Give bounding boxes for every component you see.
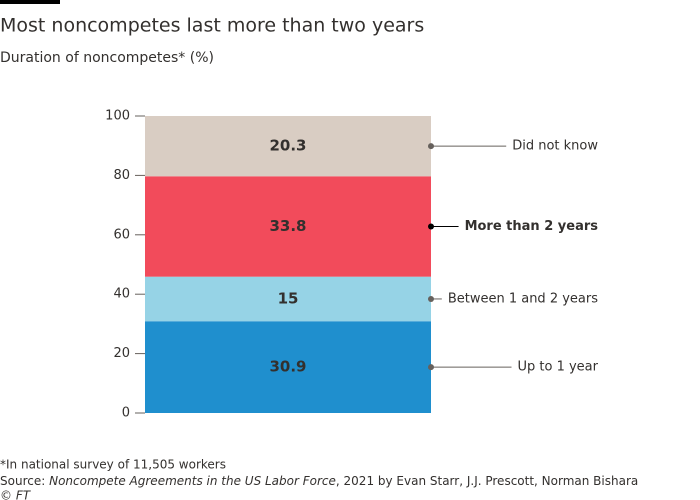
y-tick-label: 100 [105,109,130,124]
source-label: Source: [0,474,45,488]
data-label: 20.3 [269,137,306,155]
y-tick-label: 20 [113,346,130,361]
y-tick-label: 0 [122,406,130,421]
data-label: 30.9 [269,358,306,376]
footnote: *In national survey of 11,505 workers [0,458,226,472]
y-tick-label: 80 [113,168,130,183]
legend-dot [428,295,434,302]
bar-segment [145,176,431,277]
chart-subtitle: Duration of noncompetes* (%) [0,50,214,66]
y-tick-label: 40 [113,287,130,302]
legend-dot [428,143,434,150]
legend-label: More than 2 years [465,219,599,234]
credit: © FT [0,489,32,500]
brand-bar [0,0,60,4]
data-label: 33.8 [269,217,306,235]
y-tick-label: 60 [113,227,130,242]
legend-label: Did not know [512,139,598,154]
chart-title: Most noncompetes last more than two year… [0,15,424,37]
legend-dot [428,223,434,230]
source-rest: , 2021 by Evan Starr, J.J. Prescott, Nor… [336,474,638,488]
legend-label: Between 1 and 2 years [448,291,598,306]
data-label: 15 [278,289,299,307]
bar-segment [145,116,431,177]
bar-segment [145,321,431,413]
legend-label: Up to 1 year [518,360,599,375]
legend-dot [428,364,434,371]
source-title: Noncompete Agreements in the US Labor Fo… [49,474,336,488]
source: Source: Noncompete Agreements in the US … [0,474,638,488]
bar-segment [145,276,431,322]
